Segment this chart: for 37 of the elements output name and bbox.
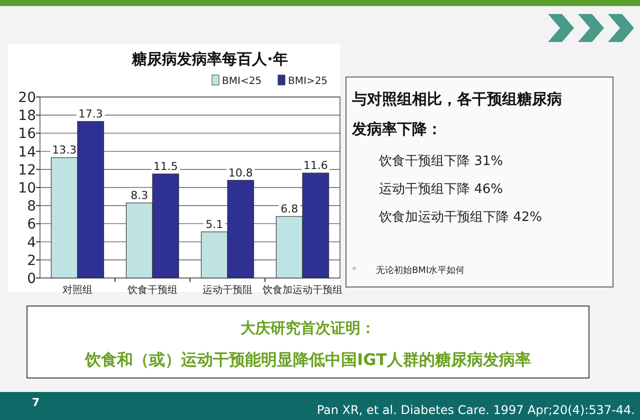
text: 饮食加运动干预组下降 42% xyxy=(378,210,542,225)
text: 大庆研究首次证明： xyxy=(240,319,376,337)
y-tick-label: 0 xyxy=(27,271,36,287)
y-tick-label: 6 xyxy=(27,216,36,233)
text: 无论初始BMI水平如何 xyxy=(376,265,465,276)
x-tick-label: 饮食加运动干预组 xyxy=(262,284,342,296)
y-tick-label: 8 xyxy=(27,198,36,215)
y-tick-label: 16 xyxy=(18,126,36,142)
legend-label: BMI>25 xyxy=(288,76,328,87)
data-label: 10.8 xyxy=(228,166,253,180)
text: 与对照组相比，各干预组糖尿病 xyxy=(351,90,562,108)
data-label: 6.8 xyxy=(280,202,298,216)
data-label: 8.3 xyxy=(130,188,148,202)
y-tick-label: 10 xyxy=(18,180,36,196)
x-tick-label: 对照组 xyxy=(62,284,92,296)
y-tick-label: 20 xyxy=(18,90,36,106)
text: 7 xyxy=(32,396,40,409)
data-label: 5.1 xyxy=(206,218,224,231)
x-tick-label: 饮食干预组 xyxy=(126,284,178,296)
y-tick-label: 2 xyxy=(27,252,36,269)
y-tick-label: 18 xyxy=(18,108,36,124)
text: 发病率下降： xyxy=(351,120,442,138)
text: * xyxy=(352,266,357,276)
data-label: 11.6 xyxy=(303,159,328,172)
y-tick-label: 12 xyxy=(18,162,36,178)
chart-title: 糖尿病发病率每百人·年 xyxy=(131,50,288,68)
y-tick-label: 4 xyxy=(27,234,36,251)
text: 运动干预组下降 46% xyxy=(379,182,504,197)
y-tick-label: 14 xyxy=(18,144,36,160)
text: 饮食干预组下降 31% xyxy=(378,154,504,169)
text: 饮食和（或）运动干预能明显降低中国IGT人群的糖尿病发病率 xyxy=(84,350,531,369)
legend-label: BMI<25 xyxy=(222,76,262,87)
data-label: 13.3 xyxy=(52,144,77,157)
x-tick-label: 运动干预阻 xyxy=(202,284,252,296)
text: Pan XR, et al. Diabetes Care. 1997 Apr;20(4):537-44. xyxy=(316,403,635,417)
data-label: 11.5 xyxy=(153,160,178,173)
data-label: 17.3 xyxy=(78,107,103,120)
